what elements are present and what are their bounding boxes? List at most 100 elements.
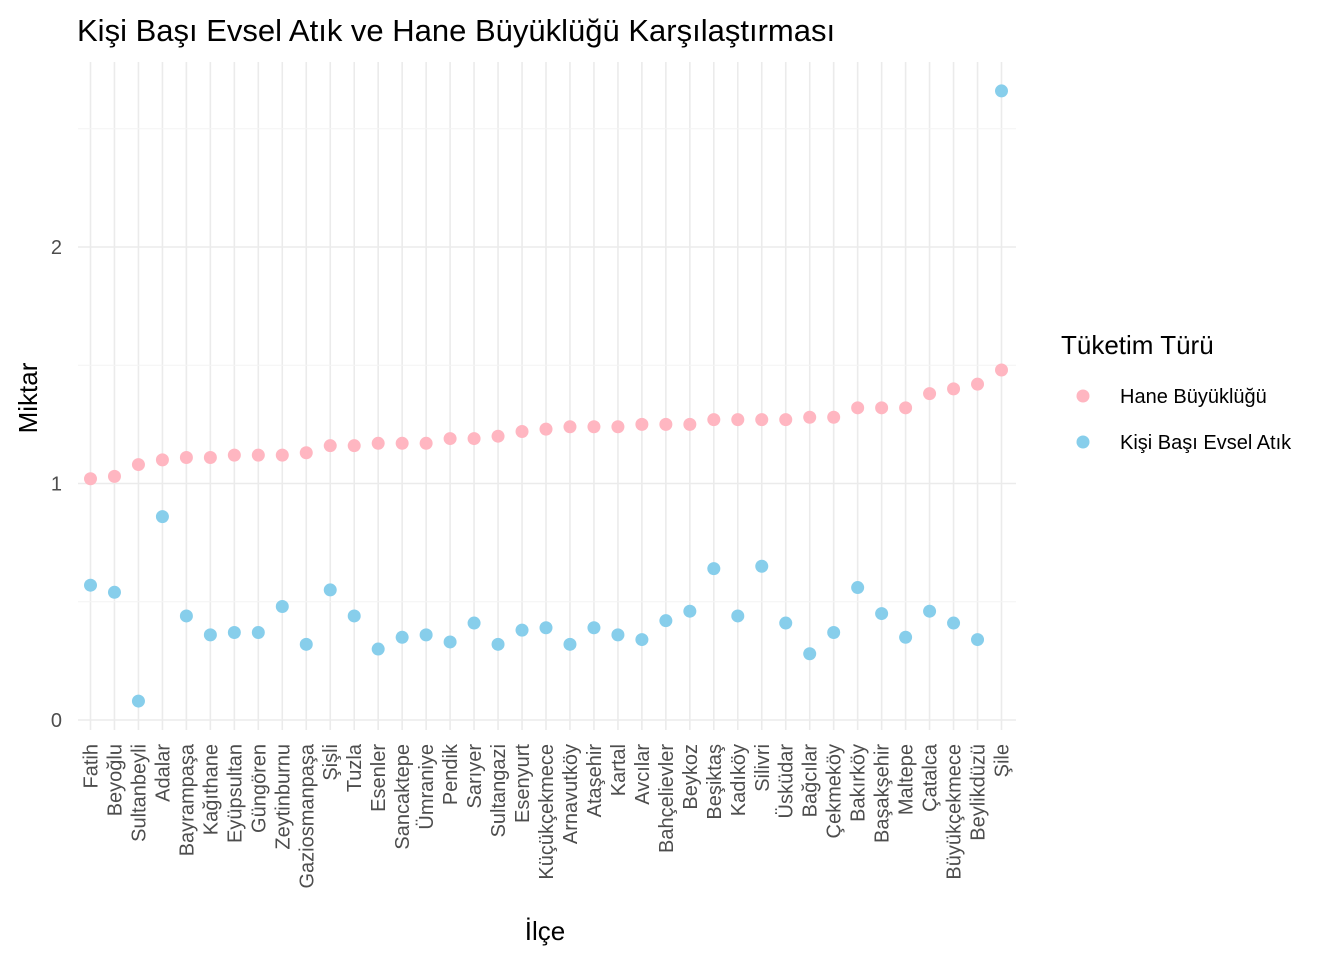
point-kisi-basi-evsel-atik-kagithane bbox=[203, 628, 217, 642]
x-tick-label-esenyurt: Esenyurt bbox=[512, 744, 534, 823]
point-hane-buyuklugu-buyukcekmece bbox=[947, 382, 961, 396]
y-tick-label: 1 bbox=[51, 474, 62, 496]
point-hane-buyuklugu-beyoglu bbox=[107, 469, 121, 483]
point-hane-buyuklugu-zeytinburnu bbox=[275, 448, 289, 462]
point-hane-buyuklugu-adalar bbox=[155, 453, 169, 467]
x-tick-label-sultanbeyli: Sultanbeyli bbox=[128, 744, 150, 842]
point-hane-buyuklugu-beylikduzu bbox=[971, 377, 985, 391]
x-tick-label-kadikoy: Kadıköy bbox=[728, 744, 750, 816]
x-tick-label-fatih: Fatih bbox=[81, 744, 103, 788]
series-hane-buyuklugu bbox=[84, 363, 1008, 486]
point-kisi-basi-evsel-atik-bayrampasa bbox=[179, 609, 193, 623]
x-tick-label-catalca: Çatalca bbox=[920, 743, 942, 812]
x-tick-label-sile: Şile bbox=[992, 744, 1014, 777]
point-hane-buyuklugu-tuzla bbox=[347, 439, 361, 453]
point-hane-buyuklugu-esenler bbox=[371, 436, 385, 450]
x-tick-label-pendik: Pendik bbox=[440, 743, 462, 805]
x-tick-label-sultangazi: Sultangazi bbox=[488, 744, 510, 837]
point-hane-buyuklugu-bakirkoy bbox=[851, 401, 865, 415]
x-tick-label-avcilar: Avcılar bbox=[632, 744, 654, 805]
series-kisi-basi-evsel-atik bbox=[84, 84, 1008, 708]
point-kisi-basi-evsel-atik-esenyurt bbox=[515, 623, 529, 637]
x-tick-label-cekmekoy: Çekmeköy bbox=[824, 744, 846, 838]
x-tick-label-sariyer: Sarıyer bbox=[464, 744, 486, 809]
point-kisi-basi-evsel-atik-sariyer bbox=[467, 616, 481, 630]
x-tick-label-bakirkoy: Bakırköy bbox=[848, 744, 870, 822]
point-kisi-basi-evsel-atik-beykoz bbox=[683, 604, 697, 618]
point-hane-buyuklugu-kadikoy bbox=[731, 413, 745, 427]
point-kisi-basi-evsel-atik-sile bbox=[995, 84, 1008, 98]
point-kisi-basi-evsel-atik-sultanbeyli bbox=[131, 694, 145, 708]
point-kisi-basi-evsel-atik-bagcilar bbox=[803, 647, 817, 661]
x-tick-label-kagithane: Kağıthane bbox=[200, 744, 222, 835]
point-hane-buyuklugu-avcilar bbox=[635, 417, 649, 431]
x-tick-label-bayrampasa: Bayrampaşa bbox=[176, 743, 198, 856]
point-hane-buyuklugu-arnavutkoy bbox=[563, 420, 577, 434]
point-kisi-basi-evsel-atik-kadikoy bbox=[731, 609, 745, 623]
grid bbox=[78, 62, 1016, 730]
x-tick-label-kartal: Kartal bbox=[608, 744, 630, 796]
y-axis-title: Miktar bbox=[13, 362, 43, 433]
point-kisi-basi-evsel-atik-adalar bbox=[155, 510, 169, 524]
point-hane-buyuklugu-eyupsultan bbox=[227, 448, 241, 462]
data-points bbox=[84, 84, 1008, 708]
x-tick-label-silivri: Silivri bbox=[752, 744, 774, 792]
point-hane-buyuklugu-sisli bbox=[323, 439, 337, 453]
point-hane-buyuklugu-sile bbox=[995, 363, 1008, 377]
point-kisi-basi-evsel-atik-catalca bbox=[923, 604, 937, 618]
point-kisi-basi-evsel-atik-silivri bbox=[755, 559, 769, 573]
legend-label-hane-buyuklugu: Hane Büyüklüğü bbox=[1120, 386, 1267, 408]
point-kisi-basi-evsel-atik-kucukcekmece bbox=[539, 621, 553, 635]
point-hane-buyuklugu-basaksehir bbox=[875, 401, 889, 415]
x-tick-label-buyukcekmece: Büyükçekmece bbox=[944, 744, 966, 880]
point-kisi-basi-evsel-atik-fatih bbox=[84, 578, 97, 592]
point-kisi-basi-evsel-atik-sultangazi bbox=[491, 637, 505, 651]
x-axis-title: İlçe bbox=[525, 916, 565, 946]
x-tick-label-basaksehir: Başakşehir bbox=[872, 744, 894, 843]
point-kisi-basi-evsel-atik-cekmekoy bbox=[827, 625, 841, 639]
point-kisi-basi-evsel-atik-uskudar bbox=[779, 616, 793, 630]
point-hane-buyuklugu-fatih bbox=[84, 472, 97, 486]
x-tick-label-maltepe: Maltepe bbox=[896, 744, 918, 815]
point-hane-buyuklugu-pendik bbox=[443, 432, 457, 446]
point-hane-buyuklugu-sultanbeyli bbox=[131, 458, 145, 472]
x-tick-label-beykoz: Beykoz bbox=[680, 744, 702, 810]
point-hane-buyuklugu-gungoren bbox=[251, 448, 265, 462]
point-kisi-basi-evsel-atik-tuzla bbox=[347, 609, 361, 623]
point-kisi-basi-evsel-atik-gungoren bbox=[251, 625, 265, 639]
point-kisi-basi-evsel-atik-buyukcekmece bbox=[947, 616, 961, 630]
x-tick-label-beylikduzu: Beylikdüzü bbox=[968, 744, 990, 841]
point-kisi-basi-evsel-atik-esenler bbox=[371, 642, 385, 656]
x-tick-label-besiktas: Beşiktaş bbox=[704, 744, 726, 820]
point-hane-buyuklugu-cekmekoy bbox=[827, 410, 841, 424]
y-tick-label: 0 bbox=[51, 710, 62, 732]
x-tick-label-beyoglu: Beyoğlu bbox=[104, 744, 126, 816]
point-hane-buyuklugu-catalca bbox=[923, 387, 937, 401]
x-tick-label-esenler: Esenler bbox=[368, 744, 390, 812]
x-tick-label-tuzla: Tuzla bbox=[344, 743, 366, 792]
x-tick-label-umraniye: Ümraniye bbox=[416, 744, 438, 830]
point-kisi-basi-evsel-atik-umraniye bbox=[419, 628, 433, 642]
point-kisi-basi-evsel-atik-basaksehir bbox=[875, 607, 889, 621]
point-hane-buyuklugu-uskudar bbox=[779, 413, 793, 427]
point-hane-buyuklugu-sariyer bbox=[467, 432, 481, 446]
point-hane-buyuklugu-bahcelievler bbox=[659, 417, 673, 431]
point-hane-buyuklugu-bayrampasa bbox=[179, 450, 193, 464]
legend-key-hane-buyuklugu bbox=[1076, 389, 1090, 403]
point-hane-buyuklugu-beykoz bbox=[683, 417, 697, 431]
x-tick-label-gaziosmanpasa: Gaziosmanpaşa bbox=[296, 743, 318, 888]
x-tick-label-sisli: Şişli bbox=[320, 744, 342, 781]
point-kisi-basi-evsel-atik-zeytinburnu bbox=[275, 599, 289, 613]
x-axis-ticks: Fatih Beyoğlu Sultanbeyli Adalar Bayrampaşa K… bbox=[81, 743, 1014, 889]
x-tick-label-eyupsultan: Eyüpsultan bbox=[224, 744, 246, 843]
point-kisi-basi-evsel-atik-bahcelievler bbox=[659, 614, 673, 628]
x-tick-label-arnavutkoy: Arnavutköy bbox=[560, 744, 582, 844]
x-tick-label-gungoren: Güngören bbox=[248, 744, 270, 833]
point-kisi-basi-evsel-atik-pendik bbox=[443, 635, 457, 649]
x-tick-label-sancaktepe: Sancaktepe bbox=[392, 744, 414, 850]
point-kisi-basi-evsel-atik-gaziosmanpasa bbox=[299, 637, 313, 651]
point-kisi-basi-evsel-atik-sancaktepe bbox=[395, 630, 409, 644]
x-tick-label-bagcilar: Bağcılar bbox=[800, 744, 822, 818]
point-hane-buyuklugu-kucukcekmece bbox=[539, 422, 553, 436]
